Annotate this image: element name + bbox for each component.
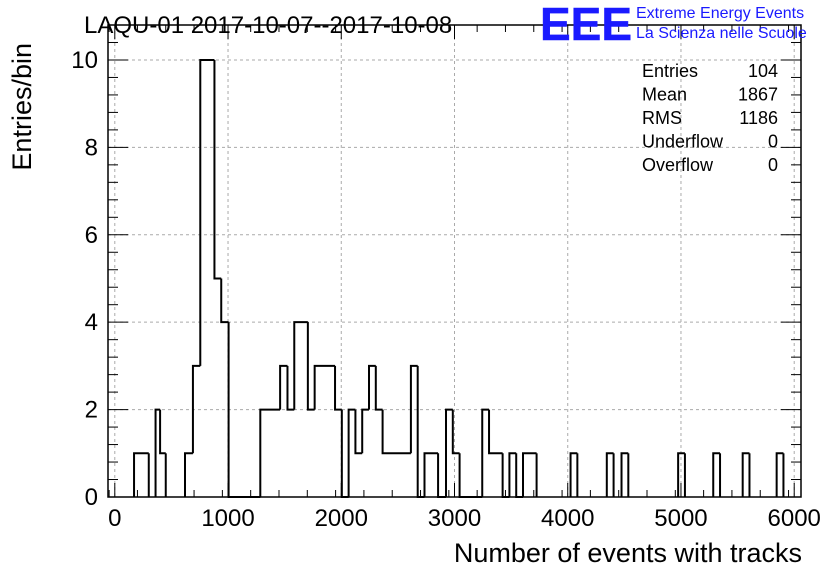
histogram-bin: [381, 409, 411, 455]
y-axis-title: Entries/bin: [7, 43, 37, 171]
histogram-bin: [522, 452, 537, 497]
histogram-bin: [712, 452, 721, 497]
histogram-bin: [354, 409, 363, 455]
x-tick-label: 5000: [654, 505, 707, 532]
histogram-bin: [154, 408, 161, 497]
chart-title: LAQU-01 2017-10-07--2017-10-08: [84, 12, 452, 39]
stats-value: 0: [768, 132, 778, 152]
histogram-bin: [191, 364, 201, 454]
x-tick-label: 6000: [768, 505, 821, 532]
histogram-layer: [133, 58, 785, 498]
eee-logo: EEE Extreme Energy Events La Scienza nel…: [540, 0, 807, 50]
histogram-bin: [409, 364, 418, 454]
histogram-bin: [184, 452, 193, 497]
histogram-bin: [374, 365, 383, 411]
stats-label: Mean: [642, 85, 687, 105]
y-tick-label: 4: [85, 309, 98, 336]
histogram-bin: [340, 409, 349, 498]
histogram-bin: [620, 452, 629, 497]
histogram-bin: [306, 322, 315, 411]
histogram-bin: [293, 321, 308, 410]
histogram-bin: [437, 453, 447, 498]
histogram-bin: [423, 452, 439, 497]
histogram-bin: [488, 409, 503, 455]
histogram-bin: [213, 59, 222, 280]
histogram-bin: [313, 364, 336, 410]
histogram-bin: [199, 58, 215, 366]
stats-value: 1867: [738, 85, 778, 105]
x-axis-title: Number of events with tracks: [454, 538, 802, 568]
histogram-bin: [416, 365, 425, 498]
stats-label: Underflow: [642, 132, 724, 152]
tick-label-layer: 0 1000 2000 3000 4000 5000 6000 0 2 4 6 8 10: [71, 47, 821, 532]
histogram-bin: [259, 408, 281, 497]
x-tick-label: 1000: [201, 505, 254, 532]
x-tick-label: 2000: [315, 505, 368, 532]
y-tick-label: 6: [85, 222, 98, 249]
histogram-bin: [569, 452, 578, 497]
histogram-bin: [508, 452, 517, 497]
histogram-bin: [458, 453, 483, 498]
histogram-bin: [279, 364, 288, 410]
histogram-bin: [515, 453, 524, 498]
x-tick-label: 3000: [428, 505, 481, 532]
stats-box: Entries 104 Mean 1867 RMS 1186 Underflow 0 Overf…: [642, 61, 778, 175]
stats-label: Entries: [642, 61, 698, 81]
y-tick-label: 10: [71, 47, 98, 74]
stats-value: 0: [768, 155, 778, 175]
x-tick-label: 0: [108, 505, 121, 532]
y-tick-label: 0: [85, 484, 98, 511]
stats-value: 104: [748, 61, 778, 81]
histogram-bin: [133, 452, 149, 497]
histogram-bin: [445, 408, 453, 497]
y-tick-label: 8: [85, 134, 98, 161]
histogram-bin: [286, 365, 295, 411]
eee-logo-mark: EEE: [540, 0, 632, 50]
histogram-bin: [159, 409, 166, 455]
tick-layer: [108, 25, 801, 498]
histogram-bin: [501, 453, 510, 498]
stats-label: RMS: [642, 108, 682, 128]
stats-label: Overflow: [642, 155, 714, 175]
logo-line-2: La Scienza nelle Scuole: [636, 25, 807, 42]
histogram-bin: [677, 452, 685, 497]
histogram-bin: [220, 278, 229, 324]
histogram-bin: [741, 452, 750, 497]
histogram-bin: [347, 408, 356, 497]
stats-value: 1186: [739, 108, 778, 128]
histogram-bin: [227, 322, 261, 498]
x-tick-label: 4000: [541, 505, 594, 532]
logo-line-1: Extreme Energy Events: [636, 5, 804, 22]
grid-layer: [108, 25, 801, 497]
histogram-bin: [775, 452, 784, 497]
histogram-bin: [361, 408, 370, 454]
histogram-bin: [451, 409, 460, 455]
histogram-bin: [334, 365, 342, 411]
y-tick-label: 2: [85, 397, 98, 424]
histogram-bin: [605, 452, 614, 497]
histogram-bin: [368, 364, 376, 410]
histogram-bin: [481, 408, 490, 497]
